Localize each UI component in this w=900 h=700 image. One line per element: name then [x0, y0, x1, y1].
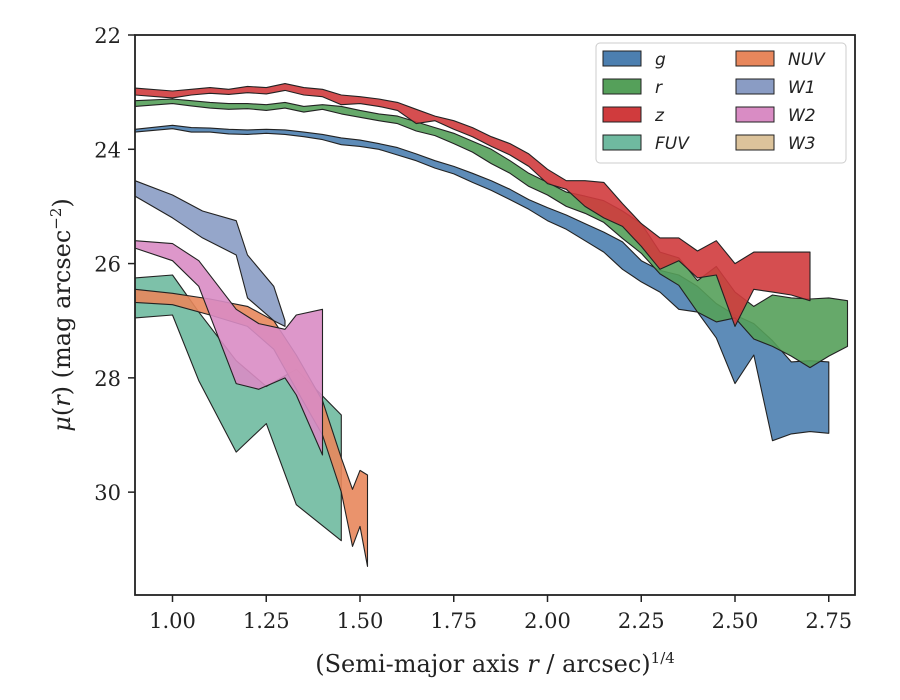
legend-swatch-r — [602, 78, 642, 95]
legend-swatch-z — [602, 106, 642, 123]
x-tick-label: 1.75 — [430, 609, 477, 633]
legend-frame — [595, 42, 847, 164]
legend-label-z: z — [654, 106, 665, 126]
band-z — [134, 83, 811, 327]
series-bands — [134, 83, 849, 567]
legend-swatch-g — [602, 50, 642, 67]
legend-label-w3: W3 — [788, 134, 816, 154]
x-tick-label: 2.75 — [805, 609, 852, 633]
legend-label-nuv: NUV — [788, 50, 826, 70]
y-tick-label: 26 — [94, 253, 121, 277]
x-tick-label: 2.00 — [524, 609, 571, 633]
y-axis-ticks: 22 24 26 28 30 — [94, 24, 135, 505]
y-axis-label: μ(r) (mag arcsec−2) — [47, 198, 76, 432]
y-tick-label: 30 — [94, 481, 121, 505]
legend-swatch-nuv — [735, 50, 775, 67]
legend: grz FUV NUV W1 W2 W3 — [595, 42, 847, 164]
x-tick-label: 2.50 — [712, 609, 759, 633]
y-tick-label: 28 — [94, 367, 121, 391]
plot-frame — [134, 34, 856, 596]
y-tick-label: 24 — [94, 138, 121, 162]
legend-label-fuv: FUV — [655, 134, 690, 154]
band-w1 — [134, 180, 286, 327]
legend-label-g: g — [655, 50, 666, 70]
band-r — [134, 98, 849, 369]
y-tick-label: 22 — [94, 24, 121, 48]
legend-swatch-w3 — [735, 134, 775, 151]
legend-swatch-w1 — [735, 78, 775, 95]
band-fuv — [134, 274, 342, 542]
band-w2 — [134, 240, 324, 456]
legend-label-w1: W1 — [788, 78, 816, 98]
x-axis-label: (Semi-major axis r / arcsec)1/4 — [315, 649, 675, 678]
x-tick-label: 2.25 — [618, 609, 665, 633]
x-axis-ticks: 1.00 1.25 1.50 1.75 2.00 2.25 2.50 2.75 — [149, 595, 852, 633]
legend-label-w2: W2 — [788, 106, 816, 126]
x-tick-label: 1.00 — [149, 609, 196, 633]
legend-swatch-fuv — [602, 134, 642, 151]
x-tick-label: 1.25 — [243, 609, 290, 633]
legend-label-r: r — [655, 78, 663, 98]
x-tick-label: 1.50 — [337, 609, 384, 633]
legend-swatch-w2 — [735, 106, 775, 123]
